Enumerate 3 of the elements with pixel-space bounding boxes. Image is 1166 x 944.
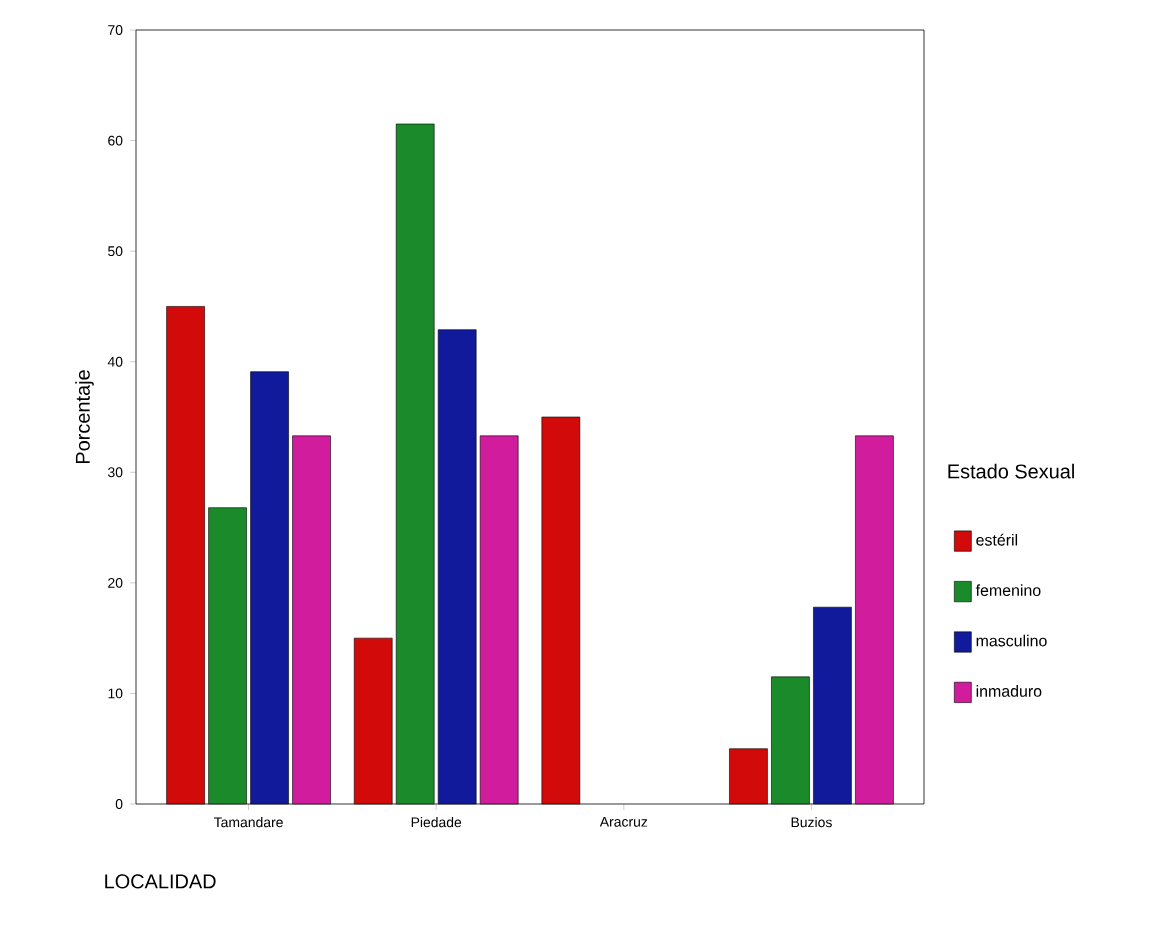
legend-title: Estado Sexual	[948, 463, 1074, 479]
x-axis-title: LOCALIDAD	[105, 874, 216, 889]
y-axis-title: Porcentaje	[75, 370, 94, 464]
